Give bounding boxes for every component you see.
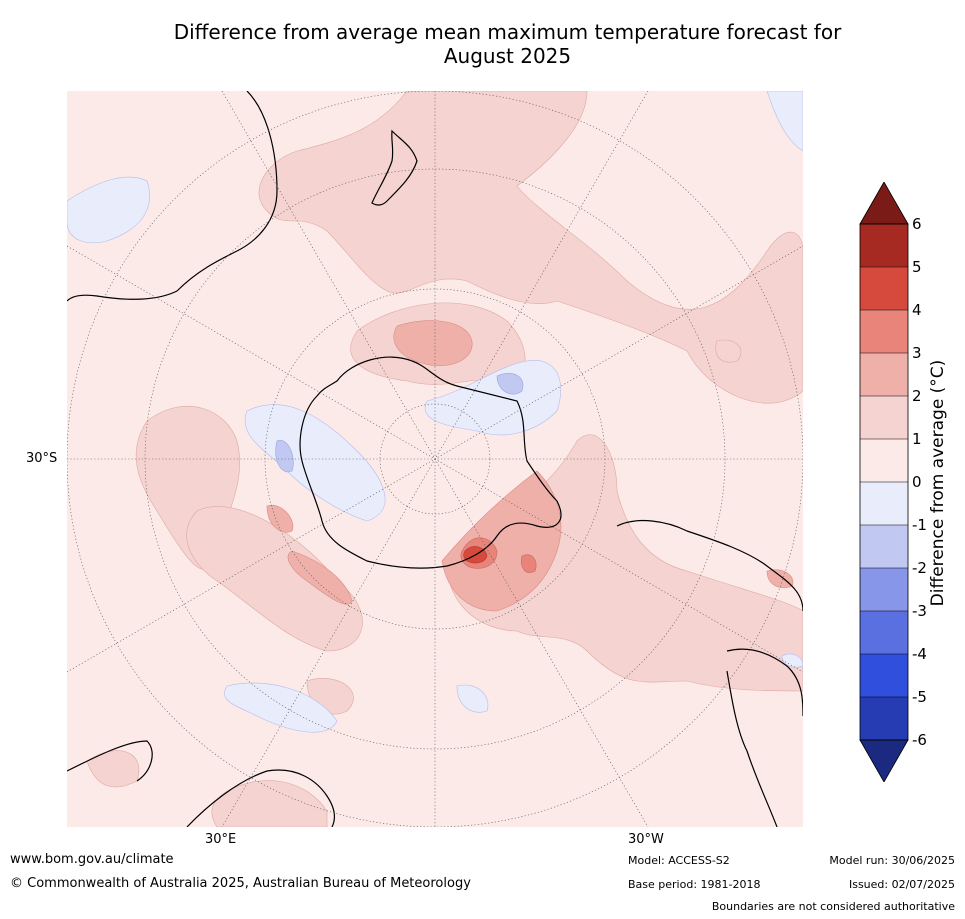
footer-copyright: © Commonwealth of Australia 2025, Austra…: [10, 876, 471, 891]
colorbar-tick-label: 0: [912, 473, 922, 491]
footer-issued: Issued: 02/07/2025: [848, 878, 955, 891]
map-title: Difference from average mean maximum tem…: [60, 20, 955, 68]
colorbar-svg: 6 5 4 3 2 1 0 -1 -2 -3 -4 -5 -6: [859, 181, 927, 783]
graticule: [67, 91, 803, 827]
colorbar-tick-label: 4: [912, 301, 922, 319]
footer-model: Model: ACCESS-S2: [628, 854, 730, 867]
title-line-2: August 2025: [443, 44, 572, 68]
colorbar-segment: [860, 482, 908, 525]
colorbar-segment: [860, 310, 908, 353]
colorbar-tick-label: -3: [912, 602, 927, 620]
colorbar-extend-low: [859, 739, 909, 783]
map-svg: [67, 91, 803, 827]
new-zealand-outline: [371, 129, 418, 206]
title-line-1: Difference from average mean maximum tem…: [173, 20, 842, 44]
lon-label-30e: 30°E: [205, 832, 237, 847]
anomaly-0-to-minus1: [67, 91, 803, 733]
colorbar-tick-label: 1: [912, 430, 922, 448]
colorbar-segment: [860, 353, 908, 396]
colorbar-segment: [860, 654, 908, 697]
colorbar-tick-label: 5: [912, 258, 922, 276]
colorbar-segment: [860, 525, 908, 568]
colorbar-segment: [860, 224, 908, 267]
anomaly-minus1-to-minus2: [275, 372, 524, 473]
colorbar-tick-label: 3: [912, 344, 922, 362]
colorbar-segment: [860, 439, 908, 482]
colorbar-extend-high: [859, 181, 909, 225]
colorbar-tick-label: -6: [912, 731, 927, 749]
footer-model-run: Model run: 30/06/2025: [829, 854, 955, 867]
colorbar-tick-label: -5: [912, 688, 927, 706]
colorbar-segment: [860, 396, 908, 439]
lon-label-30w: 30°W: [628, 832, 664, 847]
colorbar-tick-label: 2: [912, 387, 922, 405]
colorbar-label: Difference from average (°C): [928, 359, 948, 607]
colorbar-segment: [860, 267, 908, 310]
antarctica-outline: [299, 356, 562, 569]
colorbar-segment: [860, 697, 908, 740]
colorbar-segment: [860, 611, 908, 654]
footer-base-period: Base period: 1981-2018: [628, 878, 761, 891]
colorbar-tick-label: -4: [912, 645, 927, 663]
colorbar-tick-label: -2: [912, 559, 927, 577]
footer-disclaimer: Boundaries are not considered authoritat…: [711, 900, 955, 913]
anomaly-2-to-3: [266, 320, 794, 612]
australia-outline: [67, 91, 278, 302]
colorbar-segment: [860, 568, 908, 611]
colorbar: 6 5 4 3 2 1 0 -1 -2 -3 -4 -5 -6: [858, 181, 958, 783]
colorbar-tick-label: 6: [912, 215, 922, 233]
south-america-outline: [616, 520, 803, 827]
polar-map: [67, 91, 803, 827]
colorbar-tick-label: -1: [912, 516, 927, 534]
footer-website[interactable]: www.bom.gov.au/climate: [10, 852, 174, 867]
lat-label-30s: 30°S: [26, 451, 58, 466]
